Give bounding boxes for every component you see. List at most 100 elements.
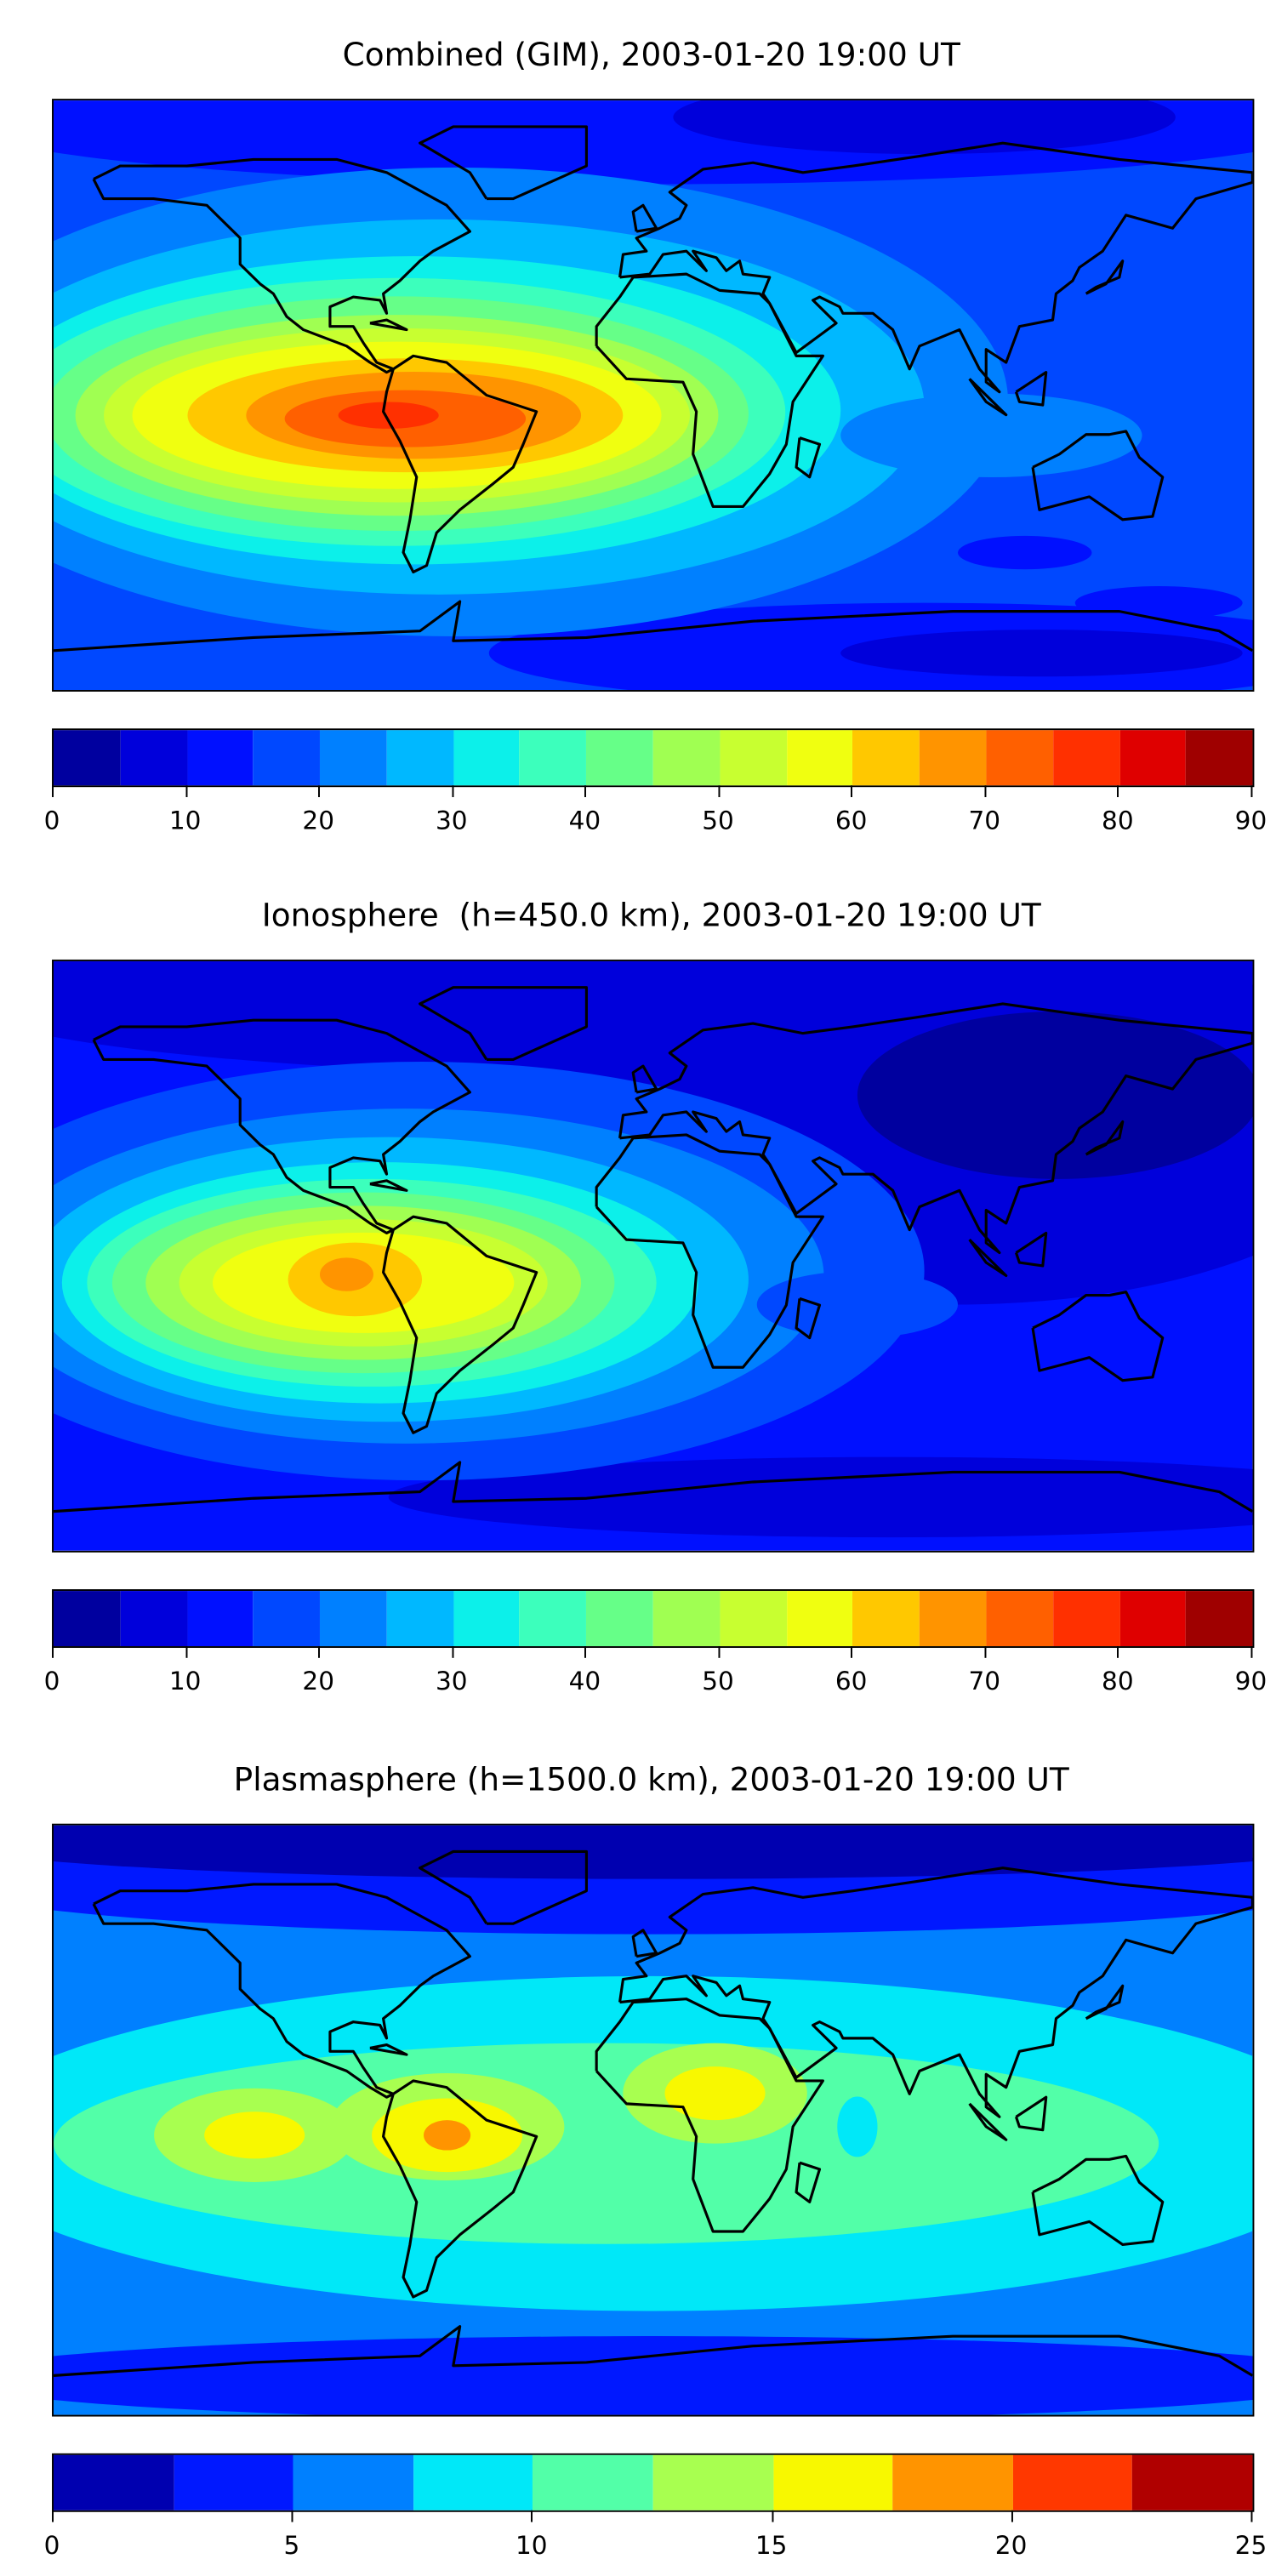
colorbar-segment xyxy=(786,1591,853,1647)
coastline xyxy=(369,2043,408,2056)
contour-level-1 xyxy=(388,1456,1253,1538)
coastline xyxy=(618,141,1253,394)
map-ionosphere xyxy=(52,959,1255,1553)
colorbar-tick-label: 20 xyxy=(302,1666,335,1697)
colorbar-tick-label: 60 xyxy=(835,1666,868,1697)
colorbar-segment xyxy=(253,730,321,786)
colorbar-tick xyxy=(451,1646,453,1658)
colorbar-tick xyxy=(984,785,987,798)
colorbar-tick-label: 80 xyxy=(1102,805,1134,836)
coastline xyxy=(1085,1984,1125,2020)
coastline xyxy=(795,436,822,479)
colorbar-segment xyxy=(186,1591,253,1647)
colorbar-tick xyxy=(1250,785,1253,798)
colorbar-tick xyxy=(1011,2510,1013,2522)
colorbar-segment xyxy=(520,1591,587,1647)
colorbar-tick xyxy=(584,1646,587,1658)
colorbar-tick-label: 30 xyxy=(436,805,468,836)
contour-level-1 xyxy=(840,630,1243,677)
colorbar-tick-label: 50 xyxy=(702,1666,734,1697)
coastline xyxy=(1031,2154,1165,2246)
coastline xyxy=(631,1064,658,1094)
contour-level-13 xyxy=(319,1257,373,1291)
colorbar-tick xyxy=(52,1646,54,1658)
colorbar-tick xyxy=(52,785,54,798)
colorbar-tick-label: 90 xyxy=(1234,1666,1267,1697)
coastline xyxy=(419,986,588,1061)
colorbar-tick-label: 50 xyxy=(702,805,734,836)
colorbar-segment xyxy=(1119,730,1187,786)
coastline xyxy=(92,157,471,374)
colorbar-tick xyxy=(851,1646,853,1658)
panel-combined: Combined (GIM), 2003-01-20 19:00 UT 0 10 2… xyxy=(0,0,1276,851)
colorbar xyxy=(52,728,1255,788)
colorbar-ticks: 0 5 10 15 20 25 xyxy=(44,2510,1267,2561)
contour-level-4 xyxy=(840,393,1142,478)
colorbar-tick xyxy=(1117,785,1119,798)
colorbar-tick xyxy=(318,785,321,798)
colorbar-segment xyxy=(320,730,387,786)
colorbar-segment xyxy=(852,1591,920,1647)
coastline xyxy=(1085,259,1125,295)
coastline xyxy=(53,2325,1253,2377)
map-plasmasphere xyxy=(52,1823,1255,2417)
colorbar-segment xyxy=(986,1591,1053,1647)
colorbar-segment xyxy=(186,730,253,786)
colorbar-tick xyxy=(584,785,587,798)
coastline xyxy=(382,354,538,574)
coastline xyxy=(369,1179,408,1192)
coastline xyxy=(1031,1291,1165,1382)
coastline xyxy=(92,1883,471,2099)
colorbar-segment xyxy=(920,730,987,786)
colorbar-segment xyxy=(253,1591,321,1647)
contour-level-3 xyxy=(837,2096,878,2157)
colorbar-segment xyxy=(1052,730,1119,786)
coastline xyxy=(595,272,824,509)
colorbar-ticks: 0 10 20 30 40 50 60 70 80 90 xyxy=(44,1646,1267,1697)
colorbar-segment xyxy=(652,730,721,786)
coastline xyxy=(92,1018,471,1235)
colorbar-segment xyxy=(453,1591,521,1647)
colorbar-segment xyxy=(53,2454,174,2510)
colorbar-segment xyxy=(720,730,787,786)
coastline xyxy=(618,1002,1253,1255)
colorbar-tick-label: 5 xyxy=(283,2530,300,2561)
coastline xyxy=(968,1239,1008,1278)
contour-level-7 xyxy=(424,2120,471,2151)
colorbar-tick xyxy=(984,1646,987,1658)
map-canvas xyxy=(53,960,1253,1551)
colorbar-tick xyxy=(851,785,853,798)
coastline xyxy=(53,600,1253,653)
coastline xyxy=(419,1849,588,1925)
colorbar-segment xyxy=(120,730,187,786)
colorbar-tick xyxy=(318,1646,321,1658)
colorbar xyxy=(52,2453,1255,2512)
colorbar-tick xyxy=(1250,1646,1253,1658)
contour-level-0 xyxy=(857,1012,1253,1179)
colorbar-tick xyxy=(1117,1646,1119,1658)
colorbar-tick-label: 80 xyxy=(1102,1666,1134,1697)
colorbar xyxy=(52,1589,1255,1649)
contour-level-6 xyxy=(204,2112,305,2159)
panel-title: Plasmasphere (h=1500.0 km), 2003-01-20 1… xyxy=(233,1761,1069,1799)
colorbar-segment xyxy=(986,730,1053,786)
colorbar-segment xyxy=(53,730,121,786)
coastline xyxy=(795,2161,822,2203)
colorbar-segment xyxy=(173,2454,293,2510)
colorbar-tick xyxy=(718,785,720,798)
colorbar-tick-label: 70 xyxy=(968,1666,1001,1697)
colorbar-tick-label: 40 xyxy=(568,805,601,836)
colorbar-tick xyxy=(451,785,453,798)
colorbar-segment xyxy=(1119,1591,1187,1647)
coastline xyxy=(382,1215,538,1434)
coastline xyxy=(595,1133,824,1369)
coastline xyxy=(968,378,1008,417)
colorbar-tick-label: 10 xyxy=(515,2530,548,2561)
colorbar-segment xyxy=(320,1591,387,1647)
colorbar-segment xyxy=(586,1591,653,1647)
colorbar-tick xyxy=(185,785,187,798)
colorbar-tick-label: 25 xyxy=(1234,2530,1267,2561)
coastline xyxy=(968,2102,1008,2141)
colorbar-tick-label: 0 xyxy=(43,805,60,836)
